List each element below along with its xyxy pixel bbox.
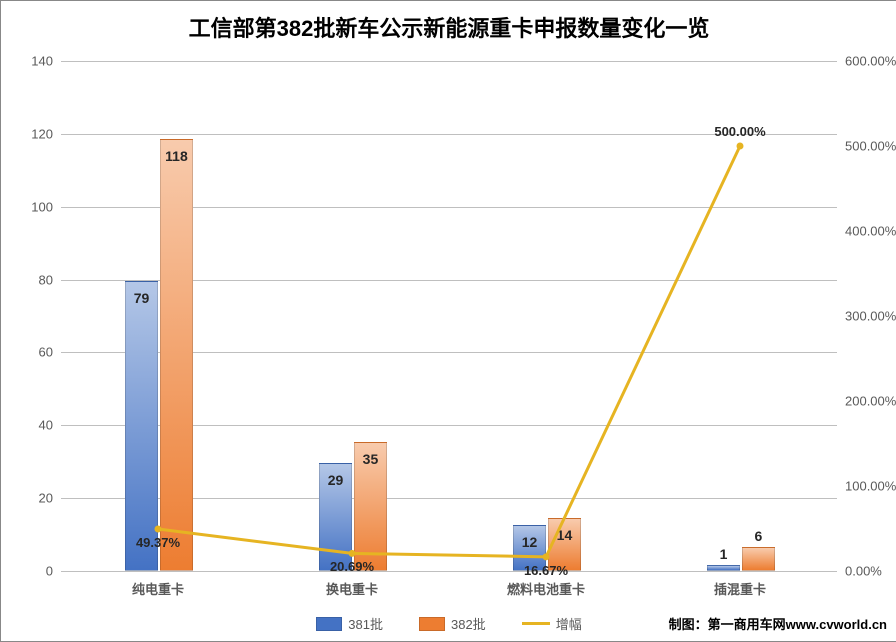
y-left-tick: 60 bbox=[39, 345, 53, 360]
y-right-tick: 100.00% bbox=[845, 479, 896, 494]
y-left-tick: 140 bbox=[31, 54, 53, 69]
x-category-label: 纯电重卡 bbox=[132, 579, 184, 598]
gridline bbox=[61, 571, 837, 572]
line-value-label: 49.37% bbox=[136, 535, 180, 550]
legend-swatch bbox=[419, 617, 445, 631]
y-right-tick: 500.00% bbox=[845, 139, 896, 154]
chart-container: 工信部第382批新车公示新能源重卡申报数量变化一览 02040608010012… bbox=[0, 0, 896, 642]
legend-item: 382批 bbox=[419, 614, 486, 633]
y-right-tick: 400.00% bbox=[845, 224, 896, 239]
credit-text: 制图：第一商用车网www.cvworld.cn bbox=[669, 614, 887, 633]
line-value-label: 20.69% bbox=[330, 559, 374, 574]
legend-label: 381批 bbox=[348, 614, 383, 633]
y-right-tick: 300.00% bbox=[845, 309, 896, 324]
y-left-tick: 20 bbox=[39, 491, 53, 506]
x-category-label: 插混重卡 bbox=[714, 579, 766, 598]
line-value-label: 500.00% bbox=[714, 124, 765, 139]
y-left-tick: 0 bbox=[46, 564, 53, 579]
chart-title: 工信部第382批新车公示新能源重卡申报数量变化一览 bbox=[1, 1, 896, 43]
legend-label: 增幅 bbox=[556, 614, 582, 633]
y-left-tick: 80 bbox=[39, 272, 53, 287]
plot-area: 0204060801001201400.00%100.00%200.00%300… bbox=[61, 61, 837, 571]
legend-label: 382批 bbox=[451, 614, 486, 633]
line-value-label: 16.67% bbox=[524, 563, 568, 578]
y-right-tick: 600.00% bbox=[845, 54, 896, 69]
legend-item: 381批 bbox=[316, 614, 383, 633]
y-right-tick: 200.00% bbox=[845, 394, 896, 409]
y-right-tick: 0.00% bbox=[845, 564, 882, 579]
y-left-tick: 120 bbox=[31, 126, 53, 141]
y-left-tick: 100 bbox=[31, 199, 53, 214]
legend-swatch bbox=[316, 617, 342, 631]
legend-item: 增幅 bbox=[522, 614, 582, 633]
x-category-label: 燃料电池重卡 bbox=[507, 579, 585, 598]
x-category-label: 换电重卡 bbox=[326, 579, 378, 598]
legend-line-swatch bbox=[522, 622, 550, 625]
y-left-tick: 40 bbox=[39, 418, 53, 433]
